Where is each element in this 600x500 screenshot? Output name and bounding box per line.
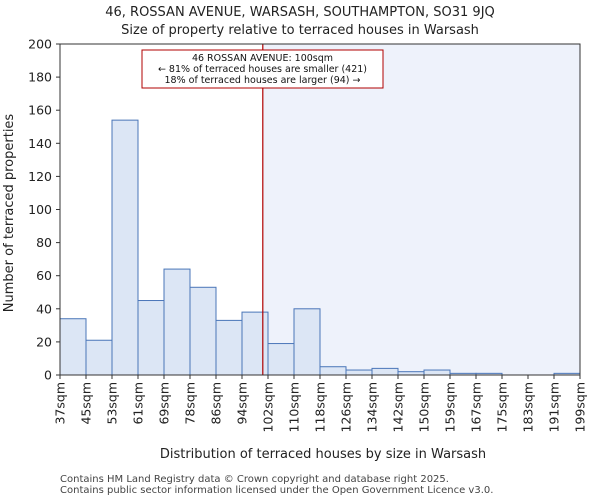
bar-126sqm (345, 369, 373, 376)
x-tick-label: 78sqm (183, 382, 198, 425)
x-axis: 37sqm 45sqm 53sqm 61sqm 69sqm 78sqm 86sqm 94sqm… (53, 375, 588, 432)
bar-86sqm (215, 319, 243, 376)
x-tick-label: 159sqm (443, 382, 458, 432)
x-tick-label: 86sqm (209, 382, 224, 425)
annotation-line-1: 46 ROSSAN AVENUE: 100sqm (192, 53, 333, 64)
bar-102sqm (267, 343, 295, 376)
y-tick-label: 60 (36, 268, 52, 283)
y-tick-label: 40 (36, 301, 52, 316)
x-tick-label: 167sqm (469, 382, 484, 432)
x-tick-label: 118sqm (313, 382, 328, 432)
x-tick-label: 61sqm (131, 382, 146, 425)
bar-78sqm (189, 286, 217, 376)
x-tick-label: 53sqm (105, 382, 120, 425)
bar-110sqm (293, 308, 321, 376)
bar-53sqm (111, 119, 139, 376)
chart-subtitle: Size of property relative to terraced ho… (121, 23, 479, 38)
footer-line-1: Contains HM Land Registry data © Crown c… (60, 474, 449, 485)
x-tick-label: 183sqm (521, 382, 536, 432)
x-tick-label: 142sqm (391, 382, 406, 432)
x-tick-label: 94sqm (235, 382, 250, 425)
y-tick-label: 180 (28, 70, 52, 85)
y-tick-label: 160 (28, 103, 52, 118)
bars-group (59, 119, 581, 376)
bar-118sqm (319, 366, 347, 376)
x-tick-label: 126sqm (339, 382, 354, 432)
y-tick-label: 200 (28, 37, 52, 52)
annotation-frame (141, 49, 384, 89)
bar-94sqm (241, 311, 269, 376)
x-axis-title: Distribution of terraced houses by size … (160, 447, 486, 462)
x-tick-label: 134sqm (365, 382, 380, 432)
x-tick-label: 191sqm (547, 382, 562, 432)
x-tick-label: 175sqm (495, 382, 510, 432)
y-tick-label: 140 (28, 136, 52, 151)
footer-line-2: Contains public sector information licen… (60, 485, 494, 496)
bar-61sqm (137, 300, 165, 376)
x-tick-label: 69sqm (157, 382, 172, 425)
bar-45sqm (85, 339, 113, 376)
bar-69sqm (163, 268, 191, 376)
y-tick-label: 0 (44, 368, 52, 383)
annotation-line-2: ← 81% of terraced houses are smaller (42… (158, 64, 367, 75)
y-tick-label: 100 (28, 202, 52, 217)
x-tick-label: 45sqm (79, 382, 94, 425)
x-tick-label: 110sqm (287, 382, 302, 432)
bar-150sqm (423, 369, 451, 376)
y-tick-label: 20 (36, 334, 52, 349)
y-axis: 0 20 40 60 80 100 120 140 160 180 200 (28, 37, 60, 383)
x-tick-label: 37sqm (53, 382, 68, 425)
y-axis-title: Number of terraced properties (2, 114, 17, 313)
annotation-box: 46 ROSSAN AVENUE: 100sqm ← 81% of terrac… (141, 49, 384, 89)
bar-134sqm (371, 367, 399, 376)
y-tick-label: 80 (36, 235, 52, 250)
y-tick-label: 120 (28, 169, 52, 184)
annotation-line-3: 18% of terraced houses are larger (94) → (165, 75, 361, 86)
x-tick-label: 102sqm (261, 382, 276, 432)
x-tick-label: 150sqm (417, 382, 432, 432)
bar-37sqm (59, 318, 87, 376)
x-tick-label: 199sqm (573, 382, 588, 432)
chart-title: 46, ROSSAN AVENUE, WARSASH, SOUTHAMPTON,… (105, 5, 495, 20)
